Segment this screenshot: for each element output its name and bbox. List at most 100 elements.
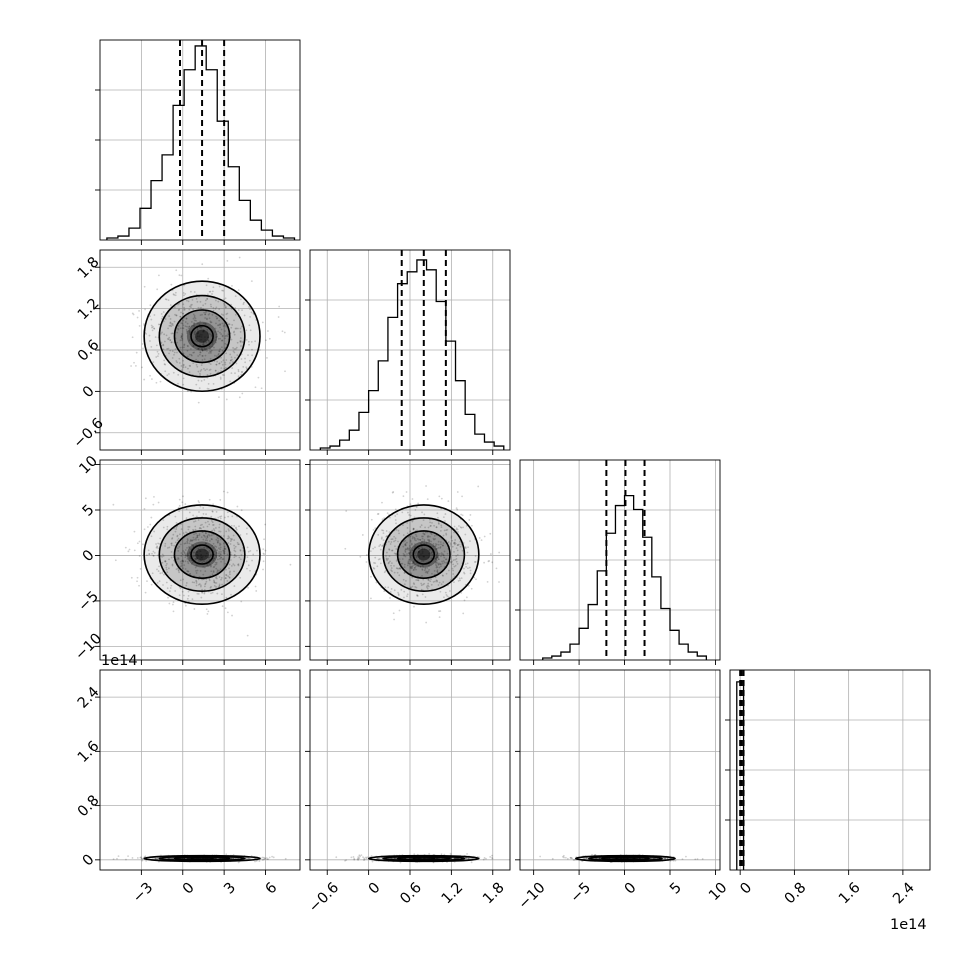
sample-point [156, 568, 158, 571]
sample-point [236, 354, 239, 357]
sample-point [193, 316, 196, 319]
sample-point [168, 324, 171, 327]
sample-point [236, 541, 239, 544]
sample-point [220, 578, 222, 581]
sample-point [442, 534, 445, 537]
sample-point [369, 550, 372, 552]
sample-point [491, 857, 494, 860]
sample-point [188, 559, 191, 562]
sample-point [438, 610, 440, 613]
sample-point [159, 537, 162, 540]
sample-point [468, 519, 471, 521]
sample-point [223, 552, 226, 555]
sample-point [249, 329, 252, 332]
sample-point [184, 556, 187, 559]
sample-point [431, 572, 433, 575]
sample-point [394, 519, 397, 521]
sample-point [186, 322, 189, 325]
sample-point [209, 350, 211, 353]
sample-point [421, 540, 424, 543]
sample-point [413, 538, 416, 541]
sample-point [234, 313, 237, 316]
sample-point [465, 524, 468, 527]
sample-point [219, 331, 221, 334]
sample-point [200, 556, 203, 559]
sample-point [204, 521, 207, 524]
sample-point [201, 857, 204, 860]
sample-point [224, 548, 227, 551]
sample-point [188, 364, 191, 367]
sample-point [539, 855, 542, 858]
sample-point [363, 859, 365, 861]
sample-point [195, 532, 197, 535]
sample-point [170, 857, 173, 860]
sample-point [239, 340, 242, 343]
sample-point [192, 313, 195, 316]
sample-point [411, 565, 414, 568]
sample-point [199, 339, 201, 341]
sample-point [477, 485, 480, 488]
sample-point [246, 556, 249, 558]
sample-point [210, 515, 213, 518]
sample-point [176, 535, 179, 538]
sample-point [197, 554, 199, 557]
sample-point [211, 544, 214, 547]
sample-point [561, 855, 564, 858]
density-fill [174, 530, 230, 579]
sample-point [250, 340, 253, 343]
sample-point [153, 495, 155, 498]
sample-point [205, 537, 208, 540]
sample-point [442, 516, 445, 519]
sample-point [357, 857, 360, 860]
sample-point [183, 306, 186, 309]
sample-point [409, 546, 412, 549]
sample-point [202, 857, 205, 860]
sample-point [202, 534, 205, 537]
sample-point [199, 351, 202, 353]
sample-point [195, 538, 197, 541]
sample-point [210, 570, 213, 573]
sample-point [622, 857, 625, 860]
sample-point [193, 331, 196, 334]
sample-point [456, 544, 459, 547]
hist-grid-2 [520, 460, 720, 660]
sample-point [450, 536, 453, 539]
density-fill [159, 517, 245, 592]
x-tick-label: 0.8 [782, 880, 810, 908]
sample-point [229, 570, 231, 573]
sample-point [262, 856, 265, 859]
sample-point [397, 567, 400, 570]
sample-point [215, 306, 218, 309]
sample-point [250, 311, 253, 314]
sample-point [182, 312, 184, 315]
sample-point [462, 612, 465, 615]
sample-point [177, 309, 180, 312]
sample-point [195, 338, 197, 341]
sample-point [216, 549, 218, 552]
sample-point [136, 857, 139, 859]
x-tick-label: −3 [130, 880, 156, 906]
sample-point [412, 569, 415, 572]
sample-point [434, 543, 437, 545]
sample-point [158, 543, 161, 545]
sample-point [406, 541, 408, 544]
sample-point [186, 570, 188, 572]
sample-point [196, 534, 199, 537]
sample-point [267, 858, 270, 861]
sample-point [205, 341, 208, 344]
sample-point [398, 567, 401, 570]
sample-point [214, 339, 217, 342]
sample-point [435, 543, 438, 546]
sample-point [255, 590, 258, 592]
sample-point [372, 547, 375, 550]
sample-point [215, 538, 218, 541]
sample-point [444, 591, 447, 594]
sample-point [377, 558, 380, 561]
sample-point [184, 292, 187, 295]
sample-point [172, 857, 175, 860]
sample-point [410, 543, 413, 546]
sample-point [466, 562, 469, 565]
sample-point [141, 343, 144, 345]
sample-point [168, 373, 170, 375]
sample-point [202, 507, 205, 509]
